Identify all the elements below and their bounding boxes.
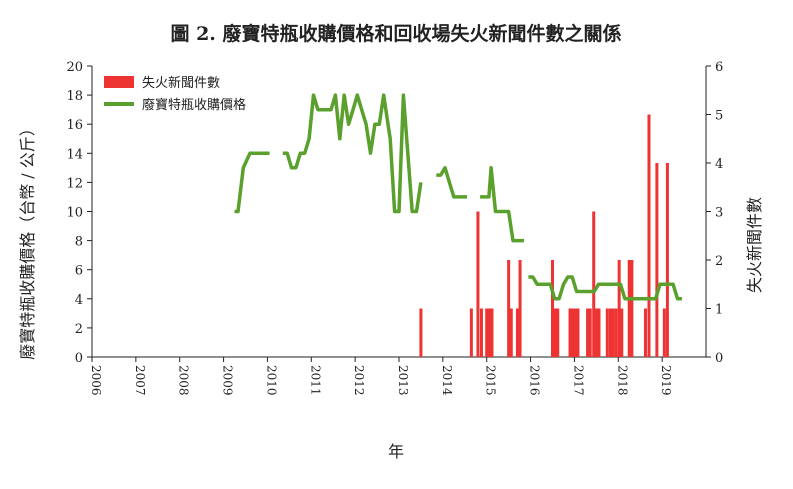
fire-news-bar — [597, 308, 601, 357]
fire-news-bar — [490, 308, 494, 357]
fire-news-bar — [419, 308, 423, 357]
price-line-segment — [234, 151, 270, 214]
fire-news-bar — [586, 308, 590, 357]
fire-news-bar — [620, 308, 624, 357]
y-left-tick-label: 16 — [66, 118, 83, 133]
fire-news-bar — [509, 308, 513, 357]
x-tick-label: 2019 — [659, 365, 673, 396]
y-right-tick-label: 3 — [715, 206, 723, 221]
price-line-segment — [436, 166, 467, 199]
y-left-tick-label: 10 — [66, 206, 83, 221]
fire-news-bar — [617, 260, 621, 357]
fire-news-bar — [507, 260, 511, 357]
fire-news-bar — [611, 308, 615, 357]
fire-news-bar — [515, 308, 519, 357]
x-tick-label: 2007 — [133, 365, 147, 396]
y-right-tick-label: 1 — [715, 303, 723, 318]
y-right-tick-label: 2 — [715, 254, 723, 269]
x-axis-label: 年 — [388, 442, 404, 461]
fire-news-bar — [588, 308, 592, 357]
x-tick-label: 2011 — [308, 365, 322, 396]
x-tick-label: 2017 — [571, 365, 585, 396]
price-line-segment — [528, 275, 682, 301]
y-left-tick-label: 12 — [66, 176, 83, 191]
chart-title: 圖 2. 廢寶特瓶收購價格和回收場失火新聞件數之關係 — [170, 22, 621, 45]
y-left-tick-label: 20 — [66, 60, 83, 75]
fire-news-bar — [479, 308, 483, 357]
fire-news-bar — [647, 114, 651, 357]
fire-news-bar — [553, 308, 557, 357]
y-left-tick-label: 2 — [75, 322, 83, 337]
fire-news-bar — [576, 308, 580, 357]
y-left-tick-label: 14 — [66, 147, 83, 162]
fire-news-bar — [614, 308, 618, 357]
fire-news-bar — [605, 308, 609, 357]
fire-news-bar — [592, 211, 596, 357]
y-left-tick-label: 0 — [75, 351, 83, 366]
x-tick-label: 2008 — [177, 365, 191, 396]
fire-news-bar — [627, 260, 631, 357]
fire-news-bar — [476, 211, 480, 357]
fire-news-bar — [485, 308, 489, 357]
legend-bar-label: 失火新聞件數 — [142, 75, 220, 91]
fire-news-bar — [487, 308, 491, 357]
price-line-segment — [282, 93, 423, 214]
fire-news-bar — [551, 260, 554, 357]
x-tick-label: 2006 — [89, 365, 103, 396]
fire-news-bar — [643, 308, 647, 357]
fire-news-bar — [630, 260, 634, 357]
fire-news-bar — [518, 260, 522, 357]
y-left-tick-label: 6 — [75, 264, 83, 279]
fire-news-bar — [469, 308, 473, 357]
x-tick-label: 2015 — [484, 365, 498, 396]
x-tick-label: 2009 — [221, 365, 235, 396]
fire-news-bar — [571, 308, 575, 357]
fire-news-bar — [556, 308, 560, 357]
y-right-tick-label: 0 — [715, 351, 723, 366]
fire-news-bar — [662, 308, 666, 357]
x-tick-label: 2016 — [528, 365, 542, 396]
legend-line-label: 廢寶特瓶收購價格 — [142, 97, 246, 113]
y-left-tick-label: 4 — [75, 293, 83, 308]
x-tick-label: 2010 — [264, 365, 278, 396]
fire-news-bar — [665, 163, 669, 357]
fire-news-bar — [573, 308, 577, 357]
fire-news-bar — [594, 308, 598, 357]
x-tick-label: 2014 — [440, 365, 454, 396]
y-left-tick-label: 8 — [75, 235, 83, 250]
legend-bar-swatch — [104, 76, 134, 88]
x-tick-label: 2013 — [396, 365, 410, 396]
fire-news-bar — [655, 163, 659, 357]
x-tick-label: 2018 — [615, 365, 629, 396]
y-right-tick-label: 6 — [715, 60, 723, 75]
x-tick-label: 2012 — [352, 365, 366, 396]
y-right-tick-label: 4 — [715, 157, 723, 172]
y-axis-right-label: 失火新聞件數 — [745, 197, 764, 293]
fire-news-bar — [568, 308, 572, 357]
y-left-tick-label: 18 — [66, 89, 83, 104]
y-axis-left-label: 廢寶特瓶收購價格（台幣 / 公斤） — [18, 120, 37, 360]
y-right-tick-label: 5 — [715, 109, 723, 124]
price-line-segment — [480, 166, 524, 243]
fire-news-bar — [608, 308, 612, 357]
